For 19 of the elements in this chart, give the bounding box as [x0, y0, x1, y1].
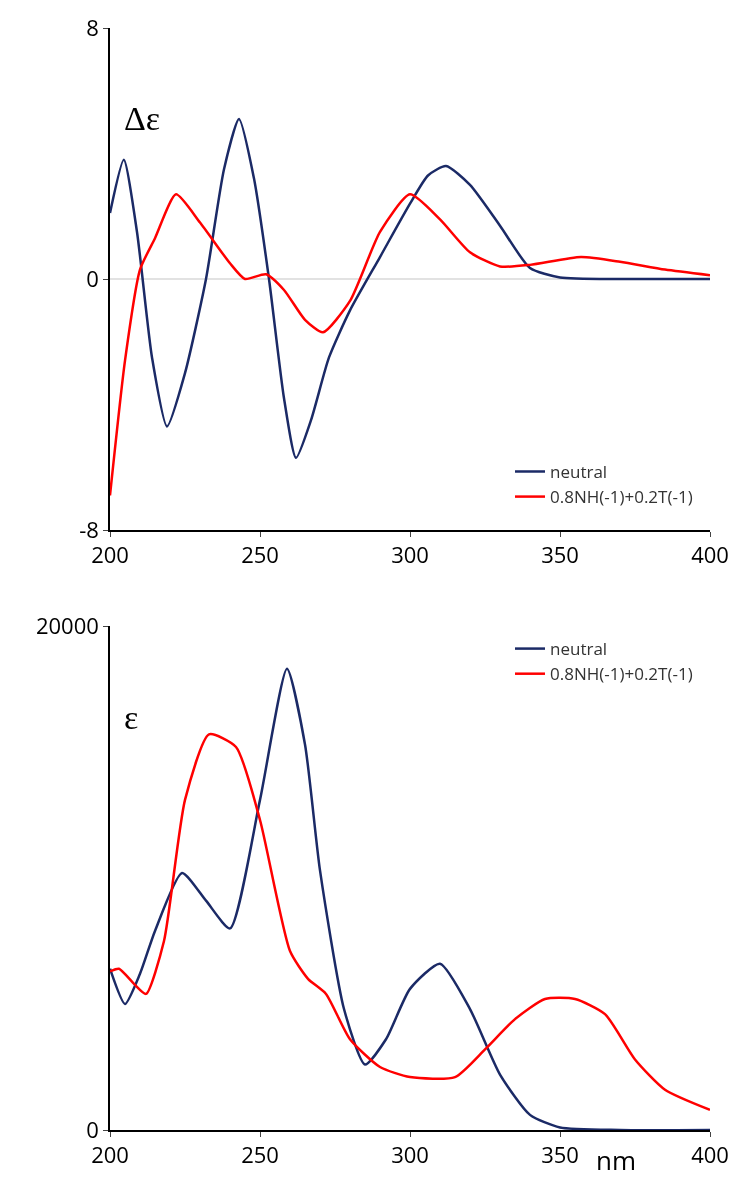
legend-label: neutral — [550, 637, 608, 661]
y-tick-label: 0 — [86, 262, 99, 293]
x-tick-label: 250 — [241, 1139, 279, 1170]
x-tick-label: 400 — [691, 539, 729, 570]
legend-label: 0.8NH(-1)+0.2T(-1) — [550, 662, 693, 686]
x-tick-label: 300 — [391, 1139, 429, 1170]
x-tick-label: 400 — [691, 1139, 729, 1170]
y-tick-label: 20000 — [35, 609, 99, 640]
x-tick-label: 350 — [541, 1139, 579, 1170]
y-axis-title: ε — [124, 699, 139, 736]
legend-label: 0.8NH(-1)+0.2T(-1) — [550, 485, 693, 509]
x-axis-title: nm — [596, 1142, 637, 1178]
y-axis-title: Δε — [124, 100, 161, 137]
line-series — [110, 732, 710, 1112]
x-tick-label: 300 — [391, 539, 429, 570]
x-tick-label: 250 — [241, 539, 279, 570]
x-tick-label: 350 — [541, 539, 579, 570]
legend-label: neutral — [550, 460, 608, 484]
y-tick-label: 8 — [86, 11, 99, 42]
